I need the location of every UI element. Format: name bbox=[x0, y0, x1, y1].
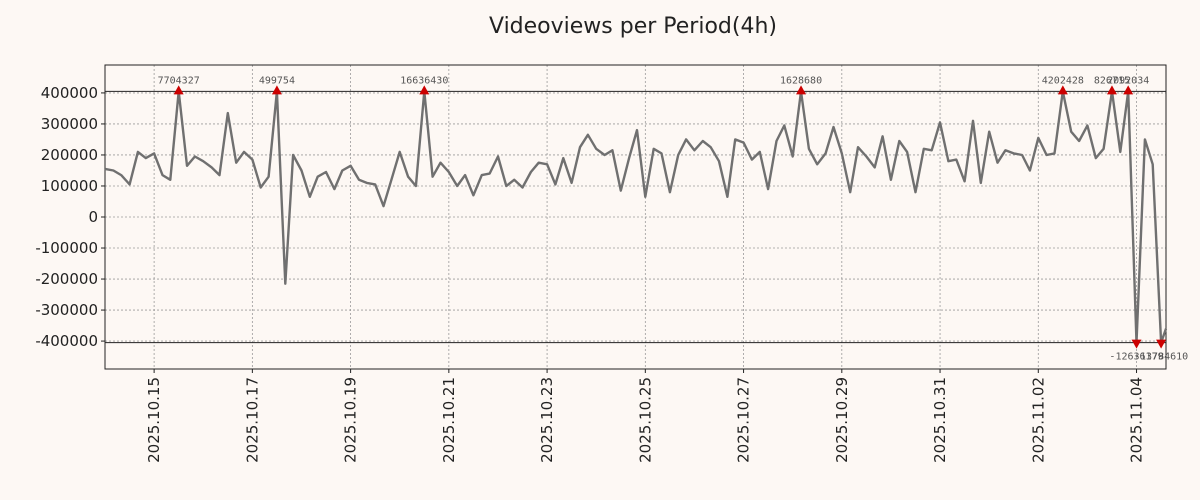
y-tick-label: 400000 bbox=[41, 84, 98, 102]
series-line bbox=[104, 90, 1168, 344]
grid bbox=[105, 65, 1166, 369]
chart-title: Videoviews per Period(4h) bbox=[489, 14, 777, 39]
y-tick-label: -400000 bbox=[35, 332, 98, 350]
marker-label: 7704327 bbox=[158, 75, 200, 86]
marker-label: -12636179 bbox=[1109, 352, 1163, 363]
axes: 400000 300000 200000 100000 0 -100000 -200000 -… bbox=[35, 84, 1145, 463]
x-tick-label: 2025.10.29 bbox=[833, 377, 851, 463]
clipped-marker bbox=[796, 85, 807, 95]
series-layer bbox=[104, 90, 1168, 344]
x-tick-label: 2025.10.23 bbox=[538, 377, 556, 463]
clipped-marker bbox=[173, 85, 184, 95]
clipped-marker bbox=[1106, 85, 1117, 95]
x-tick-label: 2025.11.02 bbox=[1029, 377, 1047, 463]
marker-label: 826715 bbox=[1094, 75, 1130, 86]
x-tick-label: 2025.10.21 bbox=[440, 377, 458, 463]
x-tick-label: 2025.10.15 bbox=[145, 377, 163, 463]
y-tick-label: 100000 bbox=[41, 177, 98, 195]
y-tick-label: -100000 bbox=[35, 239, 98, 257]
y-tick-label: 200000 bbox=[41, 146, 98, 164]
clipped-marker bbox=[419, 85, 430, 95]
x-tick-label: 2025.10.27 bbox=[735, 377, 753, 463]
x-tick-label: 2025.10.17 bbox=[243, 377, 261, 463]
y-tick-label: 0 bbox=[88, 208, 98, 226]
clipped-marker bbox=[1131, 339, 1142, 349]
marker-label: 4202428 bbox=[1042, 75, 1084, 86]
marker-label: 1628680 bbox=[780, 75, 822, 86]
clipped-marker bbox=[1156, 339, 1167, 349]
clipped-marker bbox=[1057, 85, 1068, 95]
x-tick-label: 2025.10.31 bbox=[931, 377, 949, 463]
threshold-lines bbox=[105, 90, 1166, 344]
y-tick-label: 300000 bbox=[41, 115, 98, 133]
x-tick-label: 2025.10.19 bbox=[342, 377, 360, 463]
x-tick-label: 2025.10.25 bbox=[636, 377, 654, 463]
marker-label: 16636430 bbox=[400, 75, 448, 86]
clipped-marker bbox=[271, 85, 282, 95]
clipped-markers: 7704327 499754 16636430 1628680 4202428 82671… bbox=[158, 75, 1189, 362]
clipped-marker bbox=[1123, 85, 1134, 95]
y-tick-label: -200000 bbox=[35, 270, 98, 288]
marker-label: -13784610 bbox=[1134, 352, 1188, 363]
x-tick-label: 2025.11.04 bbox=[1128, 377, 1146, 463]
marker-label: 2092034 bbox=[1107, 75, 1149, 86]
marker-label: 499754 bbox=[259, 75, 295, 86]
y-tick-label: -300000 bbox=[35, 301, 98, 319]
